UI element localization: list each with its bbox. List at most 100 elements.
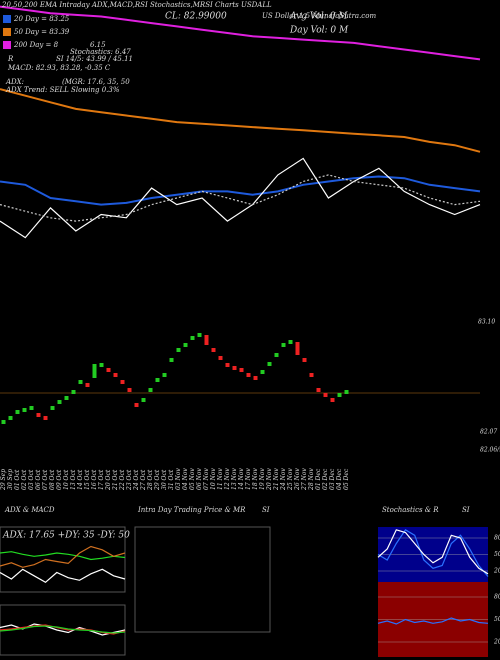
x-tick-label: 01 Dec [315,468,322,490]
candle-body [295,342,300,355]
x-tick-label: 25 Nov [287,468,294,491]
info-label: Day Vol: 0 M [289,26,349,36]
info-label: ADX Trend: SELL Slowing 0.3% [5,86,120,94]
info-label: US Dollar 1.5 MunafaSutra.com [262,12,376,20]
x-tick-label: 05 Nov [189,468,196,490]
info-label: 20,50,200 EMA Intraday ADX,MACD,RSI Stoc… [1,1,272,9]
x-tick-label: 20 Oct [105,469,112,491]
candle-body [15,410,20,414]
candle-body [120,380,125,384]
candle-body [281,343,286,347]
series-line [0,625,126,634]
price-label: 82.07 [480,429,497,436]
x-tick-label: 02 Oct [21,469,28,490]
candle-body [211,348,216,352]
legend-swatch [3,15,11,23]
x-tick-label: 05 Dec [343,468,350,490]
candle-body [176,348,181,352]
candle-body [267,362,272,366]
candle-body [183,343,188,347]
y-tick-label: 20 [493,639,500,646]
x-tick-label: 29 Oct [154,469,161,491]
x-tick-label: 14 Nov [238,468,245,490]
x-tick-label: 13 Nov [231,468,238,490]
y-tick-label: 80 [494,535,500,542]
candle-body [288,340,293,344]
series-line [377,529,489,575]
candle-body [274,353,279,357]
x-tick-label: 23 Oct [126,469,133,491]
candle-body [106,368,111,372]
candle-body [316,388,321,392]
candle-body [29,406,34,410]
x-tick-label: 19 Nov [259,468,266,490]
candle-body [218,356,223,360]
info-label: 6.15 [90,41,106,49]
candle-body [225,363,230,367]
x-tick-label: 10 Nov [210,468,217,490]
series-line [0,551,126,561]
x-tick-label: 12 Nov [224,468,231,490]
x-tick-label: 18 Nov [252,468,259,490]
candle-body [190,336,195,340]
candle-body [239,368,244,372]
x-tick-label: 27 Oct [140,469,147,491]
candle-body [246,373,251,377]
candle-body [330,398,335,402]
candle-body [99,363,104,367]
x-tick-label: 15 Oct [84,469,91,490]
x-tick-label: 08 Oct [49,469,56,490]
x-tick-label: 04 Dec [336,468,343,490]
candle-body [134,403,139,407]
panel-title: Intra Day Trading Price & MR [137,506,246,514]
x-tick-label: 22 Oct [119,469,126,491]
x-tick-label: 03 Nov [175,468,182,490]
candle-body [323,393,328,397]
legend-swatch [3,28,11,36]
y-tick-label: 50 [494,551,500,558]
candle-body [155,378,160,382]
info-label: SI 14/5: 43.99 / 45.11 [56,55,133,63]
candle-body [8,416,13,420]
x-tick-label: 09 Oct [56,469,63,490]
x-tick-label: 01 Oct [14,469,21,490]
panel-title: ADX & MACD [4,506,55,514]
candle-body [127,388,132,392]
info-label: 50 Day = 83.39 [14,28,70,36]
x-tick-label: 07 Oct [42,469,49,490]
x-tick-label: 26 Nov [294,468,301,491]
x-tick-label: 27 Nov [301,468,308,491]
x-tick-label: 30 Sep [7,469,14,490]
price-label: 82.06/96 [480,447,500,454]
candle-body [78,380,83,384]
candle-body [148,388,153,392]
info-label: CL: 82.99000 [165,12,227,22]
legend-swatch [3,41,11,49]
panel-title: Stochastics & R [382,506,439,514]
info-label: MACD: 82.93, 83.28, -0.35 C [7,64,111,72]
x-tick-label: 07 Nov [203,468,210,490]
series-line [0,545,126,568]
candle-body [22,408,27,412]
candle-body [1,420,6,424]
candle-body [162,373,167,377]
x-tick-label: 24 Nov [280,468,287,491]
candle-body [71,390,76,394]
x-tick-label: 04 Nov [182,468,189,490]
info-label: R [7,55,14,63]
x-tick-label: 10 Oct [63,469,70,490]
x-tick-label: 17 Nov [245,468,252,490]
candle-body [113,373,118,377]
series-line [0,157,481,239]
candle-body [92,364,97,378]
series-line [0,174,481,222]
x-tick-label: 28 Nov [308,468,315,491]
candle-body [309,373,314,377]
candle-body [85,383,90,387]
candle-body [64,396,69,400]
candle-body [253,376,258,380]
x-tick-label: 11 Nov [217,468,224,490]
series-line [0,568,126,584]
x-tick-label: 16 Oct [91,469,98,490]
